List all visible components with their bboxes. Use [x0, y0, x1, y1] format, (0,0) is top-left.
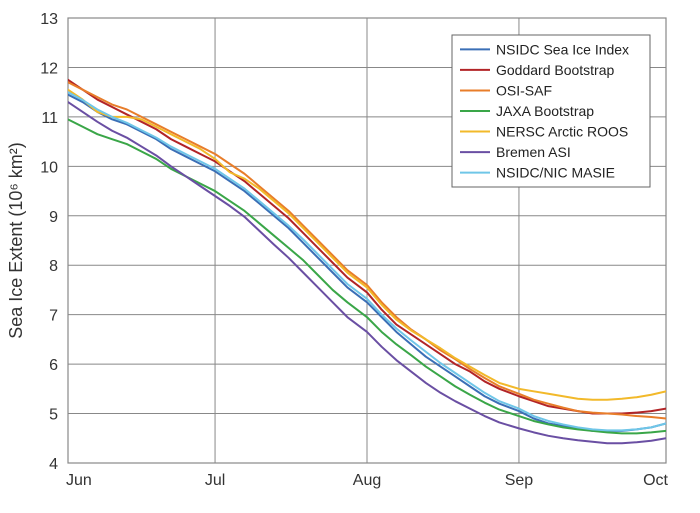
- legend-label: NSIDC/NIC MASIE: [496, 165, 615, 181]
- legend-label: Bremen ASI: [496, 144, 571, 160]
- legend-label: NERSC Arctic ROOS: [496, 124, 628, 140]
- y-tick-label: 10: [40, 159, 58, 176]
- x-tick-label: Aug: [353, 472, 381, 489]
- y-tick-label: 8: [49, 258, 58, 275]
- legend-label: Goddard Bootstrap: [496, 62, 615, 78]
- y-axis-label: Sea Ice Extent (10⁶ km²): [6, 142, 26, 338]
- y-tick-label: 11: [41, 110, 58, 127]
- y-tick-label: 7: [49, 308, 58, 325]
- y-tick-label: 5: [49, 407, 58, 424]
- y-tick-label: 9: [49, 209, 58, 226]
- x-tick-label: Jun: [66, 472, 92, 489]
- y-tick-label: 6: [49, 357, 58, 374]
- sea-ice-extent-chart: Jun Jul Aug Sep Oct 4 5 6 7 8 9 10 11 12 13 Sea Ice Ext…: [0, 0, 700, 513]
- legend-label: NSIDC Sea Ice Index: [496, 41, 629, 57]
- legend-label: OSI-SAF: [496, 82, 552, 98]
- y-tick-label: 4: [49, 456, 58, 473]
- x-tick-label: Oct: [643, 472, 668, 489]
- x-tick-label: Sep: [505, 472, 534, 489]
- y-tick-label: 13: [40, 11, 58, 28]
- x-tick-label: Jul: [205, 472, 225, 489]
- legend-label: JAXA Bootstrap: [496, 103, 594, 119]
- y-tick-label: 12: [40, 60, 58, 77]
